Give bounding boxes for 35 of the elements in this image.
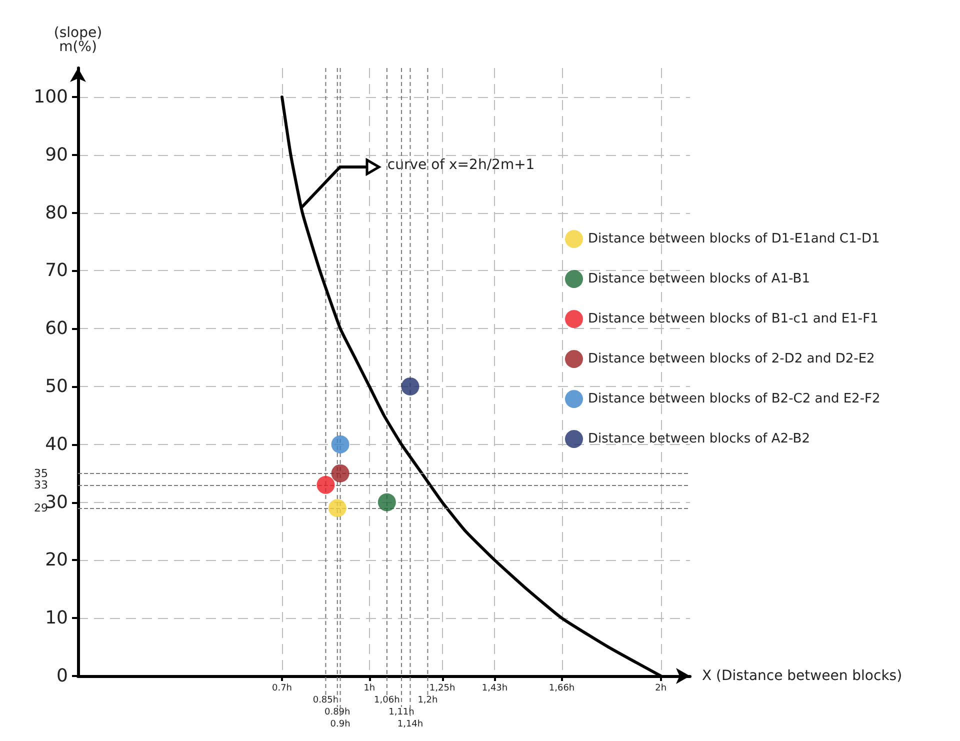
x-tick-label: 1,66h [548, 684, 575, 694]
ref-line-label: 0.85h [312, 696, 339, 706]
y-axis-title: (slope) m(%) [54, 25, 102, 55]
ref-line-label: 35 [34, 466, 48, 480]
legend-label: Distance between blocks of A1-B1 [588, 272, 810, 286]
legend-label: Distance between blocks of B2-C2 and E2-F2 [588, 392, 880, 406]
x-tick-label: 1,43h [482, 684, 508, 694]
x-tick-label: 2h [655, 684, 667, 694]
ref-line-label: 1,14h [397, 720, 424, 730]
y-tick-label: 20 [45, 550, 68, 571]
y-tick-label: 40 [45, 434, 68, 455]
legend-label: Distance between blocks of A2-B2 [588, 432, 810, 446]
legend-label: Distance between blocks of D1-E1and C1-D1 [588, 232, 880, 246]
x-tick-label: 1,25h [429, 684, 456, 694]
ref-line-label: 33 [34, 478, 48, 492]
ref-line-label: 0.9h [330, 720, 350, 730]
y-tick-label: 10 [45, 608, 68, 629]
y-tick-label: 0 [56, 666, 68, 686]
y-tick-label: 90 [45, 144, 68, 166]
y-tick-label: 70 [45, 260, 68, 282]
y-tick-label: 50 [45, 376, 68, 397]
legend-label: Distance between blocks of B1-c1 and E1-F1 [588, 312, 878, 326]
ref-line-label: 29 [34, 502, 48, 515]
x-tick-label: 1h [364, 684, 376, 694]
x-axis-title: X (Distance between blocks) [702, 668, 902, 684]
x-tick-label: 0.7h [272, 684, 292, 694]
y-tick-label: 100 [34, 86, 68, 108]
legend-label: Distance between blocks of 2-D2 and D2-E2 [588, 352, 875, 366]
annotation: curve of x=2h/2m+1 [387, 156, 535, 173]
ref-line-label: 1,06h [374, 696, 400, 706]
y-tick-label: 80 [45, 202, 68, 224]
ref-line-label: 1,2h [418, 696, 438, 706]
ref-line-label: 1,11h [388, 708, 414, 718]
ref-line-label: 0.89h [324, 708, 350, 718]
y-tick-label: 60 [45, 318, 68, 340]
